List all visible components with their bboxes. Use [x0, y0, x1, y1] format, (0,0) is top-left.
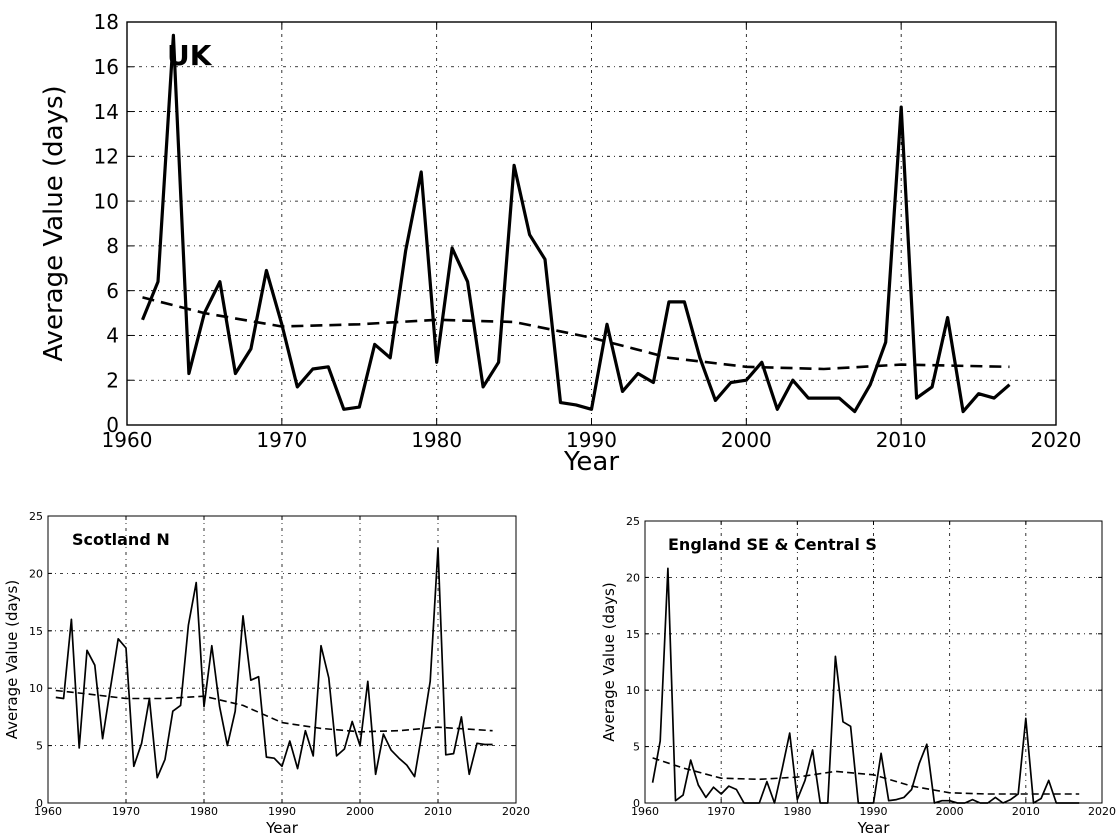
x-tick-label: 1960 [631, 805, 659, 818]
x-tick-label: 1990 [566, 428, 617, 452]
y-tick-label: 14 [94, 100, 119, 124]
y-tick-label: 5 [633, 741, 640, 754]
y-tick-label: 0 [106, 413, 119, 437]
y-tick-label: 15 [29, 625, 43, 638]
y-tick-label: 10 [626, 684, 640, 697]
y-tick-label: 15 [626, 628, 640, 641]
x-axis-label: Year [857, 819, 891, 836]
y-tick-label: 20 [29, 567, 43, 580]
y-axis-label: Average Value (days) [3, 580, 21, 739]
y-tick-label: 18 [94, 10, 119, 34]
y-tick-label: 6 [106, 279, 119, 303]
x-tick-label: 2020 [1031, 428, 1082, 452]
chart-england: 1960 1970 1980 1990 2000 2010 2020 0 5 10 15 20 25 Ye… [600, 515, 1116, 836]
y-tick-label: 20 [626, 571, 640, 584]
y-tick-label: 10 [29, 682, 43, 695]
chart-uk: 1960 1970 1980 1990 2000 2010 2020 0 2 4 6 8 10 12 14 1… [39, 10, 1081, 477]
y-tick-label: 2 [106, 368, 119, 392]
trend-line [55, 689, 493, 733]
x-tick-label: 1960 [34, 805, 62, 818]
data-line [55, 547, 493, 779]
panel-title: UK [167, 39, 213, 72]
x-tick-label: 1960 [102, 428, 153, 452]
x-tick-label: 2000 [346, 805, 374, 818]
x-tick-label: 1970 [112, 805, 140, 818]
x-tick-label: 2010 [1012, 805, 1040, 818]
y-tick-label: 5 [36, 740, 43, 753]
y-axis-label: Average Value (days) [600, 582, 618, 741]
data-line [651, 567, 1080, 804]
x-axis-label: Year [265, 819, 299, 836]
x-tick-label: 1990 [268, 805, 296, 818]
y-tick-label: 16 [94, 55, 119, 79]
y-tick-label: 10 [94, 189, 119, 213]
x-axis-label: Year [563, 447, 619, 477]
y-tick-label: 8 [106, 234, 119, 258]
panel-title: Scotland N [72, 530, 170, 549]
x-tick-label: 2000 [721, 428, 772, 452]
y-axis-label: Average Value (days) [39, 85, 69, 361]
y-tick-label: 25 [626, 515, 640, 528]
x-tick-label: 1970 [707, 805, 735, 818]
y-tick-label: 4 [106, 324, 119, 348]
panel-title: England SE & Central S [668, 535, 877, 554]
x-tick-label: 1990 [860, 805, 888, 818]
trend-line [652, 757, 1080, 795]
y-tick-label: 25 [29, 510, 43, 523]
data-line [141, 33, 1011, 414]
x-tick-label: 1980 [190, 805, 218, 818]
y-tick-label: 0 [633, 797, 640, 810]
x-tick-label: 2010 [876, 428, 927, 452]
x-tick-label: 1970 [256, 428, 307, 452]
x-tick-label: 1980 [411, 428, 462, 452]
x-tick-label: 2020 [502, 805, 530, 818]
y-tick-label: 12 [94, 145, 119, 169]
plot-frame [644, 520, 1103, 804]
chart-scotland: 1960 1970 1980 1990 2000 2010 2020 0 5 10 15 20 25 Ye… [3, 510, 530, 836]
x-tick-label: 2010 [424, 805, 452, 818]
x-tick-label: 1980 [783, 805, 811, 818]
x-tick-label: 2020 [1088, 805, 1116, 818]
x-tick-label: 2000 [936, 805, 964, 818]
y-tick-label: 0 [36, 797, 43, 810]
